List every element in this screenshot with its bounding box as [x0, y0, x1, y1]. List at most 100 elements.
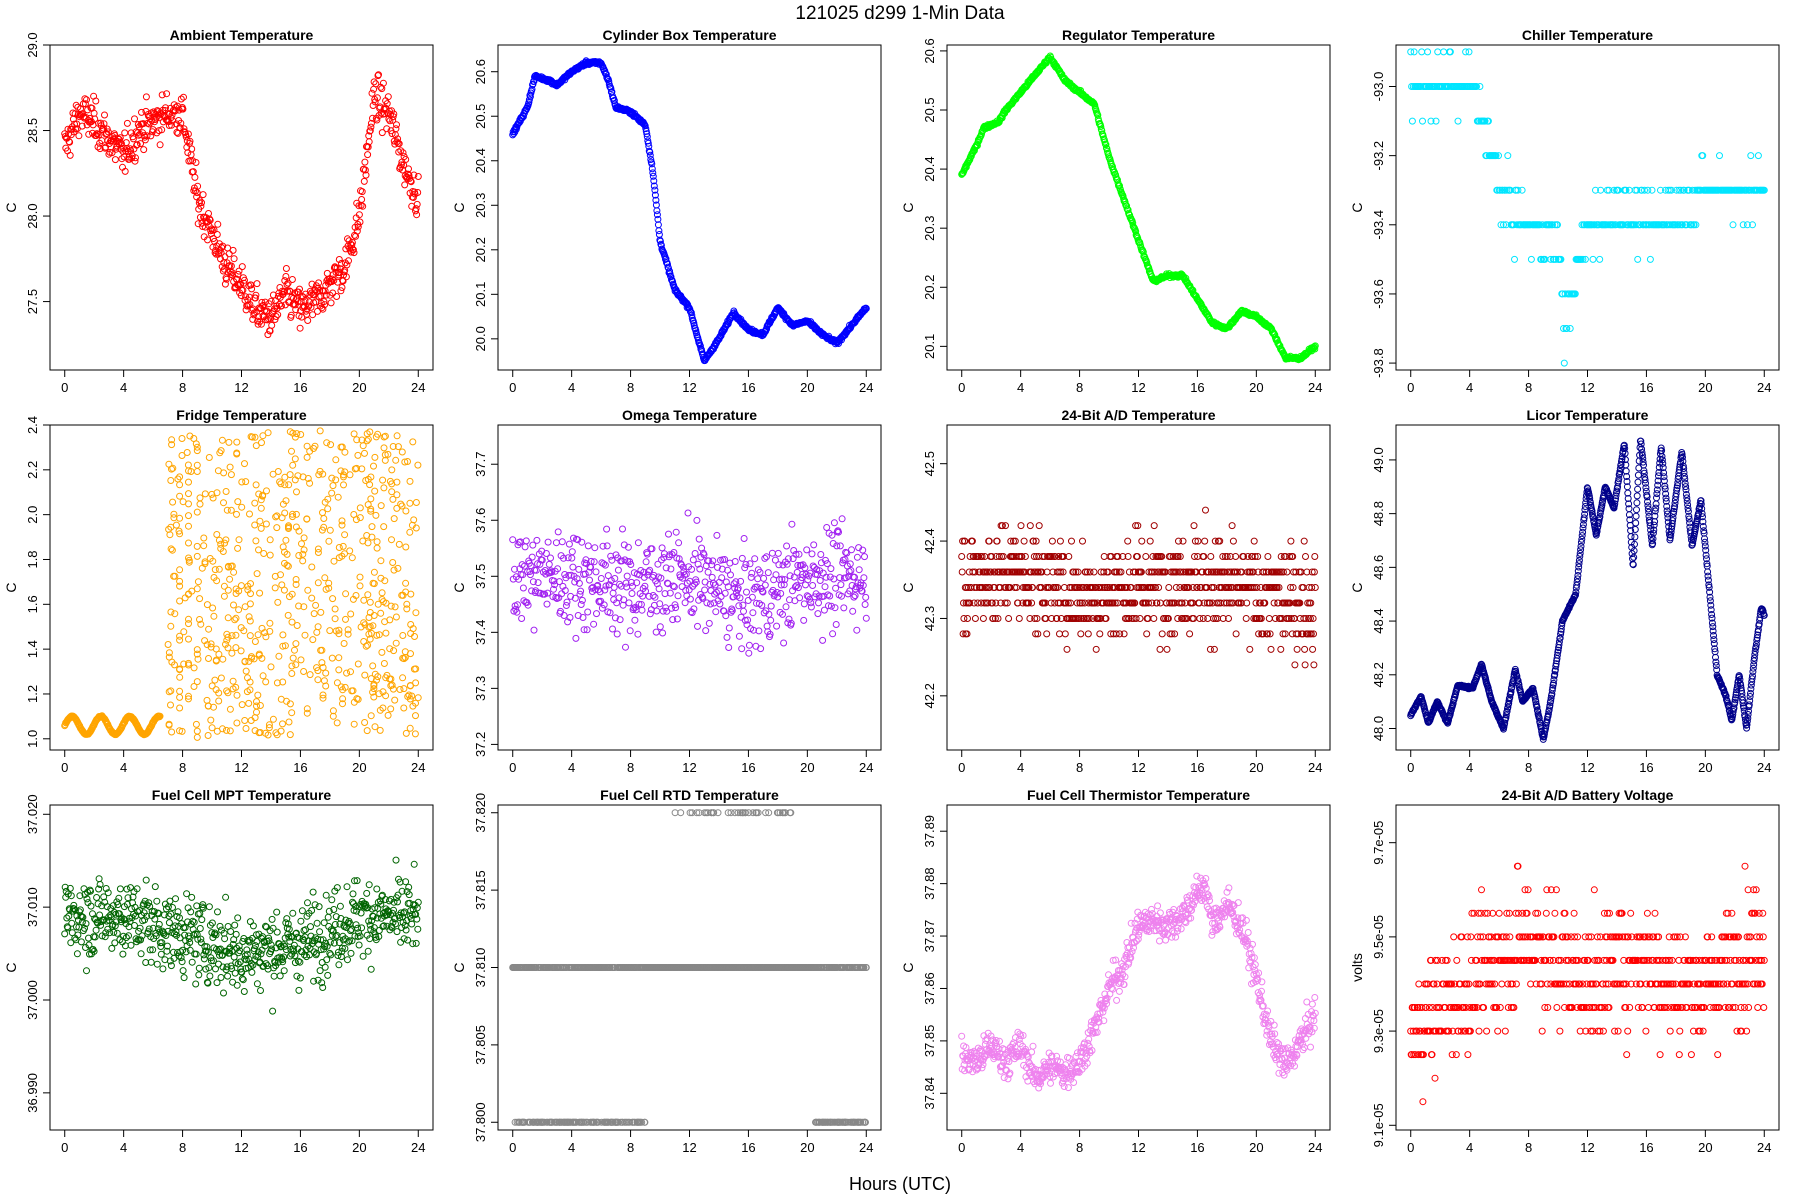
data-point	[664, 260, 671, 268]
data-point	[367, 119, 375, 127]
data-point	[314, 623, 322, 631]
data-point	[392, 125, 400, 133]
data-point	[293, 488, 300, 496]
data-point	[254, 691, 262, 699]
data-point	[176, 124, 184, 132]
data-point	[176, 704, 184, 712]
data-point	[412, 712, 419, 720]
data-point	[568, 554, 576, 562]
data-point	[222, 488, 230, 495]
data-point	[853, 553, 861, 561]
data-point	[979, 615, 987, 622]
data-point	[75, 132, 83, 140]
y-tick-label: -93.2	[1371, 141, 1386, 171]
data-point	[1207, 553, 1215, 560]
data-point	[389, 113, 397, 121]
data-point	[569, 563, 577, 571]
data-point	[72, 101, 80, 109]
data-point	[330, 277, 338, 284]
data-point	[324, 505, 332, 513]
data-point	[309, 636, 317, 644]
data-point	[1079, 537, 1086, 545]
data-point	[767, 616, 775, 624]
data-point	[176, 693, 184, 701]
x-tick-label: 16	[1190, 760, 1204, 775]
data-point	[225, 250, 233, 258]
data-point	[91, 115, 99, 123]
data-point	[263, 487, 270, 495]
data-point	[738, 645, 746, 653]
data-point	[407, 650, 414, 658]
data-point	[364, 151, 372, 159]
y-tick-label: 37.6	[473, 508, 488, 533]
data-point	[533, 536, 541, 544]
data-point	[1619, 221, 1627, 229]
data-point	[1265, 615, 1273, 622]
data-point	[276, 478, 284, 486]
data-point	[156, 114, 163, 122]
data-point	[235, 267, 243, 275]
data-point	[1743, 221, 1751, 229]
x-tick-label: 24	[411, 380, 425, 395]
data-point	[396, 686, 404, 693]
data-point	[695, 535, 703, 543]
data-point	[1311, 584, 1319, 591]
data-point	[1156, 645, 1164, 653]
data-point	[213, 231, 221, 238]
data-point	[397, 147, 405, 155]
data-point	[293, 430, 301, 438]
data-point	[1747, 152, 1755, 160]
data-point	[405, 165, 412, 173]
y-tick-label: 20.1	[473, 282, 488, 307]
data-point	[590, 620, 598, 628]
data-point	[365, 138, 373, 146]
data-point	[817, 551, 825, 558]
x-tick-label: 8	[1076, 380, 1083, 395]
data-point	[241, 717, 249, 724]
data-point	[328, 275, 336, 283]
data-point	[398, 502, 406, 510]
data-point	[1228, 522, 1236, 530]
data-point	[808, 550, 816, 558]
data-point	[686, 595, 694, 603]
data-point	[603, 542, 611, 550]
data-point	[591, 544, 599, 552]
data-point	[115, 135, 123, 143]
data-point	[586, 576, 593, 584]
data-point	[760, 574, 768, 582]
data-point	[255, 546, 262, 554]
x-tick-label: 20	[800, 760, 814, 775]
data-point	[410, 171, 418, 179]
data-point	[285, 299, 293, 306]
x-tick-label: 4	[120, 760, 127, 775]
data-point	[584, 608, 592, 616]
data-point	[379, 79, 387, 87]
data-point	[314, 676, 322, 684]
data-point	[142, 93, 150, 101]
data-point	[1633, 186, 1641, 194]
data-point	[185, 539, 192, 547]
data-point	[763, 553, 770, 561]
data-point	[193, 542, 201, 550]
data-point	[275, 652, 283, 660]
data-point	[608, 556, 616, 564]
data-point	[667, 273, 675, 281]
data-point	[185, 522, 192, 530]
data-point	[739, 601, 747, 609]
data-point	[102, 130, 110, 138]
data-point	[545, 560, 553, 568]
data-point	[665, 530, 672, 538]
panel-title: Omega Temperature	[622, 407, 757, 423]
data-point	[347, 240, 355, 248]
data-point	[744, 597, 752, 604]
data-point	[681, 599, 689, 607]
data-point	[184, 130, 192, 138]
data-point	[133, 141, 141, 149]
data-point	[654, 215, 662, 223]
data-point	[402, 543, 410, 551]
data-point	[832, 621, 840, 628]
data-point	[625, 599, 633, 607]
data-point	[306, 291, 314, 299]
